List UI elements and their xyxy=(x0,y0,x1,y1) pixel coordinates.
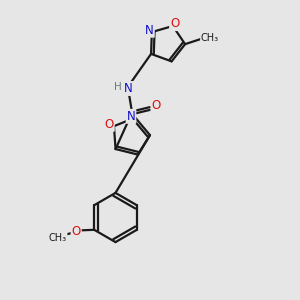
Text: O: O xyxy=(104,118,114,131)
Text: O: O xyxy=(72,225,81,238)
Text: CH₃: CH₃ xyxy=(201,32,219,43)
Text: N: N xyxy=(145,24,154,37)
Text: O: O xyxy=(170,17,179,30)
Text: N: N xyxy=(127,110,135,123)
Text: H: H xyxy=(114,82,122,92)
Text: O: O xyxy=(152,99,160,112)
Text: N: N xyxy=(124,82,133,95)
Text: CH₃: CH₃ xyxy=(49,233,67,243)
